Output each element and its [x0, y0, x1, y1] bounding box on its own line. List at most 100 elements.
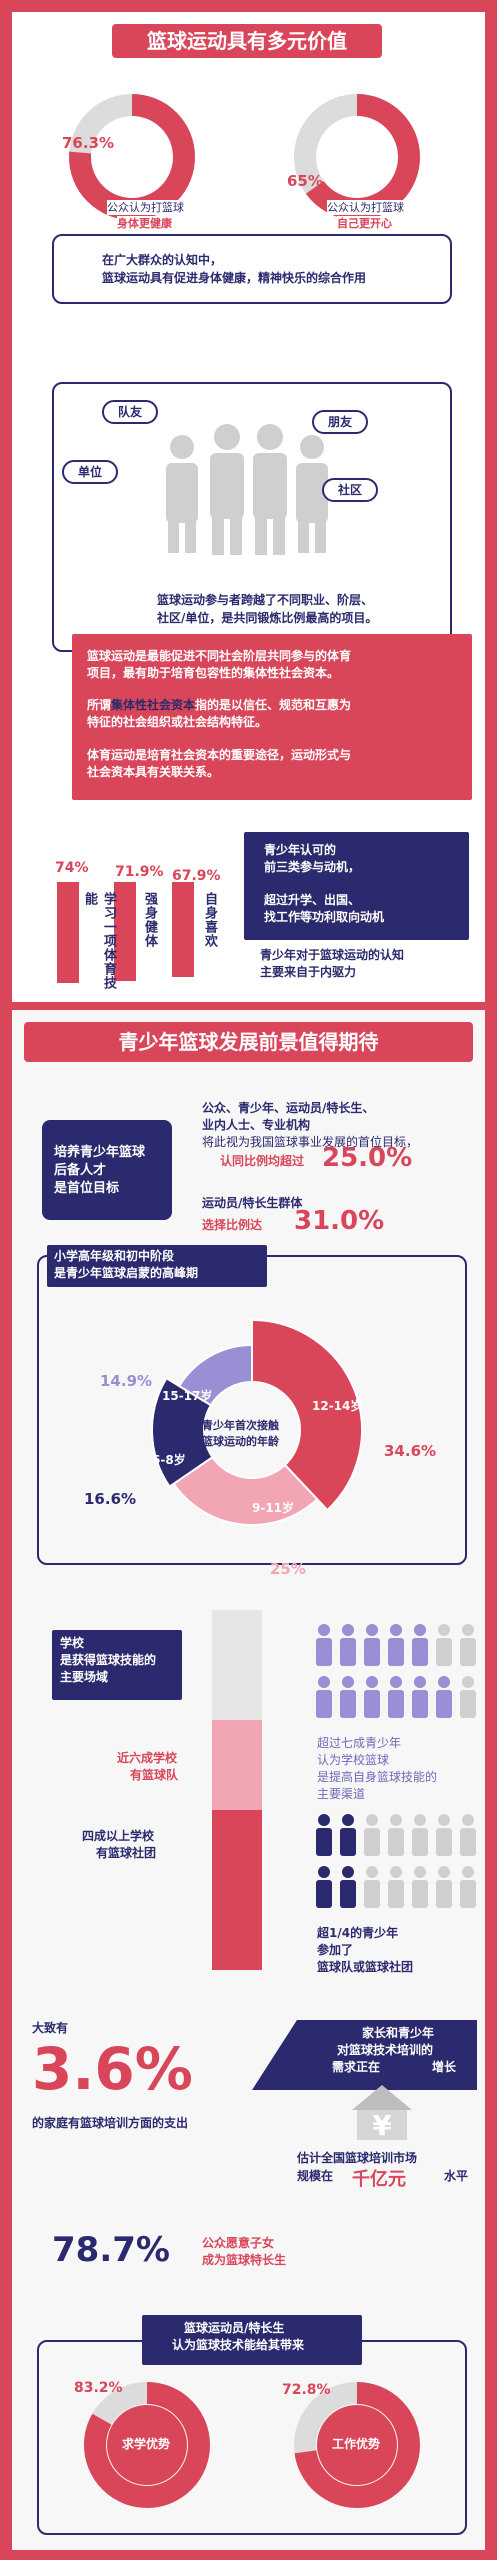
- school-r1a: 超过七成青少年: [317, 1736, 402, 1750]
- age-head-box: [47, 1245, 267, 1287]
- money-bag-icon: ¥: [352, 2085, 412, 2142]
- social-text1: 篮球运动参与者跨越了不同职业、阶层、: [157, 593, 374, 607]
- age-pct-9-11: 25%: [270, 1560, 306, 1578]
- school-r2a: 超1/4的青少年: [317, 1926, 399, 1940]
- spend-post: 的家庭有篮球培训方面的支出: [32, 2116, 189, 2130]
- school-head1: 学校: [60, 1636, 85, 1650]
- school-l1a: 近六成学校: [117, 1751, 178, 1765]
- spend-rb2: 对篮球技术培训的: [337, 2043, 434, 2057]
- team-members-icon: [316, 1814, 476, 1908]
- donut-chart-study: [84, 2382, 210, 2508]
- target-r4-pct: 25.0%: [322, 1143, 413, 1173]
- bar-like-label: 自身喜欢: [202, 892, 217, 948]
- social-capital-box: [72, 634, 472, 800]
- capital-p2a: 所谓集体性社会资本指的是以信任、规范和互惠为: [87, 697, 351, 714]
- spend-rb1: 家长和青少年: [362, 2026, 435, 2040]
- target-r6: 选择比例达: [202, 1218, 263, 1232]
- social-tag-teammate: 队友: [102, 400, 158, 424]
- motive-s1: 青少年对于篮球运动的认知: [260, 948, 405, 962]
- benefit-head2: 认为篮球技术能给其带来: [172, 2338, 305, 2352]
- capital-p3b: 社会资本具有关联关系。: [87, 765, 220, 779]
- donut-study-pct: 83.2%: [74, 2380, 123, 2396]
- capital-p2a-post: 指的是以信任、规范和互惠为: [195, 698, 352, 712]
- donut-health-label1: 公众认为打篮球: [107, 200, 184, 216]
- bar-skill: [57, 882, 79, 984]
- capital-p1a: 篮球运动是最能促进不同社会阶层共同参与的体育: [87, 649, 352, 663]
- summary-box: [52, 234, 452, 304]
- age-pct-12-14: 34.6%: [384, 1442, 437, 1460]
- donut-work-label: 工作优势: [332, 2437, 381, 2451]
- school-l2a: 四成以上学校: [82, 1829, 155, 1843]
- target-r6-pct: 31.0%: [294, 1206, 385, 1236]
- social-tag-friend: 朋友: [312, 410, 368, 434]
- spend-m2: 规模在: [297, 2169, 334, 2183]
- age-label-6-8: 6-8岁: [152, 1453, 186, 1467]
- target-r2: 业内人士、专业机构: [202, 1118, 311, 1132]
- willing-t1: 公众愿意子女: [202, 2236, 275, 2250]
- age-label-12-14: 12-14岁: [312, 1399, 363, 1413]
- capital-p3a: 体育运动是培育社会资本的重要途径，运动形式与: [87, 748, 352, 762]
- donut-study-arc: [84, 2382, 210, 2508]
- school-r1c: 是提高自身篮球技能的: [317, 1770, 438, 1784]
- section1-panel: 篮球运动具有多元价值 76.3% 公众认为打篮球 身体更健康 65% 公众认为打…: [12, 12, 485, 1002]
- donut-work-pct: 72.8%: [282, 2382, 331, 2398]
- social-tag-unit: 单位: [62, 460, 118, 484]
- age-donut-chart: [151, 1318, 363, 1526]
- summary-line2: 篮球运动具有促进身体健康，精神快乐的综合作用: [102, 271, 367, 285]
- school-head2: 是获得篮球技能的: [60, 1653, 157, 1667]
- spend-rb3: 需求正在: [332, 2060, 381, 2074]
- school-r1b: 认为学校篮球: [317, 1753, 390, 1767]
- target-left3: 是首位目标: [54, 1181, 120, 1196]
- school-l1b: 有篮球队: [130, 1768, 179, 1782]
- section1-title: 篮球运动具有多元价值: [112, 24, 382, 58]
- benefit-head1: 篮球运动员/特长生: [184, 2321, 285, 2335]
- target-r3: 将此视为我国篮球事业发展的首位目标，: [202, 1135, 419, 1149]
- spend-pre: 大致有: [32, 2021, 69, 2035]
- age-head1: 小学高年级和初中阶段: [54, 1249, 175, 1263]
- target-r5: 运动员/特长生群体: [202, 1196, 303, 1210]
- motive-n4: 找工作等功利取向动机: [264, 910, 385, 924]
- motive-s2: 主要来自于内驱力: [260, 965, 357, 979]
- motive-n3: 超过升学、出国、: [264, 893, 361, 907]
- donut-health-pct: 76.3%: [62, 134, 115, 152]
- bar-fitness: [114, 882, 136, 982]
- bar-fitness-label: 强身健体: [142, 892, 157, 948]
- donut-happy-label1: 公众认为打篮球: [327, 200, 404, 216]
- school-building-icon: [212, 1610, 262, 1970]
- donut-health-label2: 身体更健康: [117, 216, 172, 232]
- bar-fitness-pct: 71.9%: [115, 864, 164, 880]
- spend-m2c: 水平: [444, 2169, 469, 2183]
- summary-line1: 在广大群众的认知中，: [102, 253, 223, 267]
- willing-t2: 成为篮球特长生: [202, 2253, 287, 2267]
- benefit-head-box: [142, 2315, 362, 2365]
- motive-note-box: [244, 832, 469, 940]
- social-tag-community: 社区: [322, 478, 378, 502]
- age-slice-3: [177, 1343, 253, 1407]
- capital-p2b: 特征的社会组织或社会结构特征。: [87, 715, 268, 729]
- school-head-box: [52, 1630, 182, 1700]
- social-text2: 社区/单位，是共同锻炼比例最高的项目。: [157, 611, 378, 625]
- age-label-15-17: 15-17岁: [162, 1389, 213, 1403]
- target-left2: 后备人才: [54, 1163, 107, 1178]
- bar-skill-pct: 74%: [55, 860, 89, 876]
- donut-happy-label2: 自己更开心: [337, 216, 392, 232]
- people-group-icon: [166, 424, 328, 555]
- age-slice-1: [172, 1455, 319, 1526]
- svg-text:¥: ¥: [372, 2109, 392, 2142]
- willing-big: 78.7%: [52, 2230, 170, 2270]
- bar-like-pct: 67.9%: [172, 868, 221, 884]
- age-pct-6-8: 16.6%: [84, 1490, 137, 1508]
- motive-n1: 青少年认可的: [264, 843, 337, 857]
- bar-like: [172, 882, 194, 977]
- students-group-icon: [316, 1624, 476, 1718]
- age-center2: 篮球运动的年龄: [202, 1435, 279, 1448]
- school-r1d: 主要渠道: [317, 1787, 366, 1801]
- spend-rb3b: 增长: [432, 2060, 457, 2074]
- target-left-box: [42, 1120, 172, 1220]
- age-label-9-11: 9-11岁: [252, 1501, 295, 1515]
- target-r4: 认同比例均超过: [220, 1154, 305, 1168]
- target-left1: 培养青少年篮球: [54, 1145, 146, 1160]
- school-l2b: 有篮球社团: [96, 1846, 157, 1860]
- capital-p1b: 项目，最有助于培育包容性的集体性社会资本。: [87, 666, 340, 680]
- age-pct-15-17: 14.9%: [100, 1372, 153, 1390]
